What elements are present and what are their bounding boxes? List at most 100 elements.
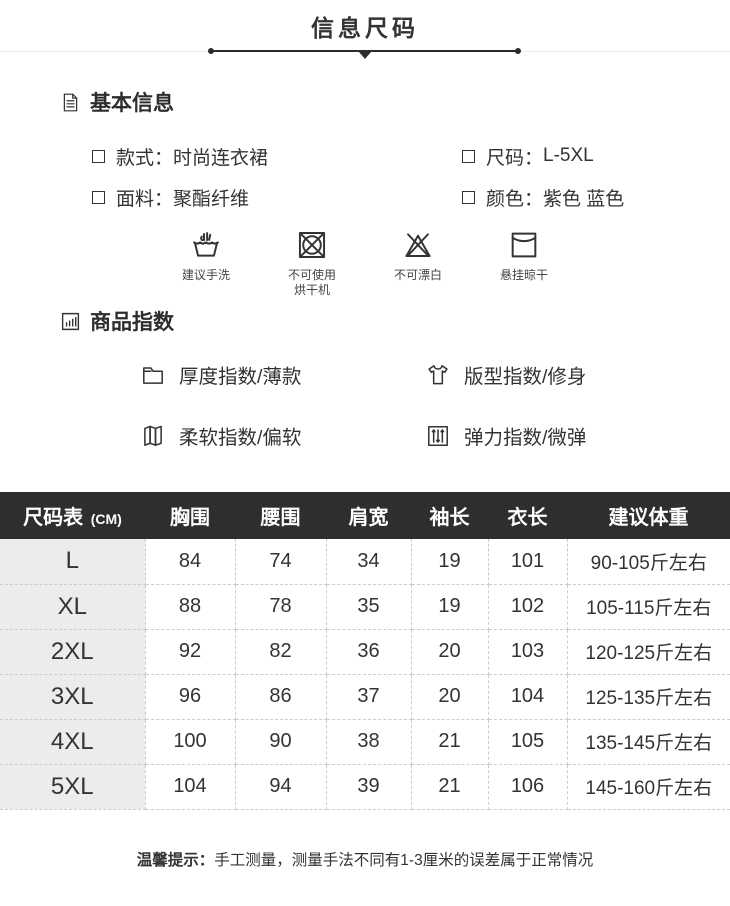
- sleeve-cell: 21: [411, 719, 489, 765]
- column-header-chest: 胸围: [145, 492, 235, 539]
- sleeve-cell: 20: [411, 674, 489, 720]
- title-section: 信息尺码: [0, 0, 730, 61]
- index-label: 版型指数/修身: [464, 366, 587, 388]
- info-label: 款式: [116, 147, 155, 169]
- info-item-size: 尺码： L-5XL: [365, 143, 594, 170]
- size-table-title-cell: 尺码表 (CM): [0, 492, 145, 539]
- document-icon: [60, 91, 81, 114]
- size-cell: 5XL: [0, 764, 146, 810]
- colon: ：: [154, 147, 174, 169]
- info-label: 颜色: [486, 188, 525, 210]
- care-item-hand-wash: 建议手洗: [161, 228, 251, 298]
- shoulder-cell: 36: [326, 629, 412, 675]
- stretch-icon: [425, 423, 451, 449]
- checkbox-icon: [92, 190, 105, 204]
- chest-cell: 88: [145, 584, 236, 630]
- table-row-5xl: 5XL 104 94 39 21 106 145-160斤左右: [0, 764, 730, 810]
- info-label: 面料: [116, 188, 155, 210]
- shoulder-cell: 35: [326, 584, 412, 630]
- waist-cell: 82: [235, 629, 327, 675]
- hand-wash-icon: [189, 228, 223, 262]
- column-header-length: 衣长: [488, 492, 567, 539]
- divider-arrow-down-icon: [359, 52, 371, 59]
- footer-note-text: 手工测量，测量手法不同有1-3厘米的误差属于正常情况: [214, 851, 594, 869]
- info-value: 聚酯纤维: [173, 188, 250, 210]
- chest-cell: 92: [145, 629, 236, 675]
- info-row-2: 面料：聚酯纤维 颜色：紫色 蓝色: [0, 184, 730, 210]
- waist-cell: 78: [235, 584, 327, 630]
- care-item-no-tumble-dry: 不可使用 烘干机: [267, 228, 357, 298]
- length-cell: 106: [488, 764, 568, 810]
- index-label: 厚度指数/薄款: [179, 366, 302, 388]
- size-cell: 2XL: [0, 629, 146, 675]
- colon: ：: [524, 147, 544, 169]
- footer-note-prefix: 温馨提示：: [136, 851, 215, 869]
- weight-cell: 135-145斤左右: [567, 719, 730, 765]
- info-value: 时尚连衣裙: [173, 147, 269, 169]
- info-row-1: 款式：时尚连衣裙 尺码： L-5XL: [0, 143, 730, 169]
- weight-cell: 120-125斤左右: [567, 629, 730, 675]
- care-label: 不可漂白: [393, 268, 442, 282]
- table-row-l: L 84 74 34 19 101 90-105斤左右: [0, 539, 730, 585]
- divider-dot-left: [208, 48, 214, 54]
- column-header-sleeve: 袖长: [411, 492, 488, 539]
- sleeve-cell: 20: [411, 629, 489, 675]
- page-title: 信息尺码: [311, 15, 419, 41]
- sleeve-cell: 19: [411, 584, 489, 630]
- info-label: 尺码: [486, 147, 525, 169]
- column-header-shoulder: 肩宽: [326, 492, 411, 539]
- checkbox-icon: [462, 190, 475, 204]
- colon: ：: [524, 188, 544, 210]
- checkbox-icon: [92, 149, 105, 163]
- index-row-2: 柔软指数/偏软 弹力指数/微弹: [0, 421, 730, 450]
- weight-cell: 145-160斤左右: [567, 764, 730, 810]
- care-label: 悬挂晾干: [499, 268, 548, 282]
- shoulder-cell: 38: [326, 719, 412, 765]
- bar-chart-icon: [60, 311, 81, 332]
- product-index-heading: 商品指数: [60, 306, 730, 336]
- waist-cell: 90: [235, 719, 327, 765]
- product-index-heading-label: 商品指数: [90, 311, 174, 334]
- size-table-title: 尺码表: [23, 507, 84, 529]
- no-bleach-icon: [401, 228, 435, 262]
- thickness-icon: [140, 362, 166, 388]
- size-cell: XL: [0, 584, 146, 630]
- length-cell: 104: [488, 674, 568, 720]
- divider-dark-line: [211, 50, 519, 52]
- softness-icon: [140, 423, 166, 449]
- length-cell: 101: [488, 539, 568, 585]
- divider-dot-right: [515, 48, 521, 54]
- basic-info-heading: 基本信息: [60, 87, 730, 117]
- column-header-waist: 腰围: [235, 492, 326, 539]
- index-item-thickness: 厚度指数/薄款: [0, 360, 365, 389]
- shoulder-cell: 39: [326, 764, 412, 810]
- index-item-stretch: 弹力指数/微弹: [365, 421, 586, 450]
- chest-cell: 96: [145, 674, 236, 720]
- no-tumble-dry-icon: [295, 228, 329, 262]
- info-item-color: 颜色：紫色 蓝色: [365, 184, 624, 211]
- index-label: 柔软指数/偏软: [179, 427, 302, 449]
- size-table-header-row: 尺码表 (CM) 胸围 腰围 肩宽 袖长 衣长 建议体重: [0, 492, 730, 539]
- index-item-fit: 版型指数/修身: [365, 360, 586, 389]
- column-header-weight: 建议体重: [567, 492, 730, 539]
- info-item-style: 款式：时尚连衣裙: [0, 143, 365, 170]
- care-item-hang-dry: 悬挂晾干: [479, 228, 569, 298]
- hang-dry-icon: [507, 228, 541, 262]
- table-row-4xl: 4XL 100 90 38 21 105 135-145斤左右: [0, 719, 730, 765]
- shoulder-cell: 37: [326, 674, 412, 720]
- size-cell: 3XL: [0, 674, 146, 720]
- info-value: 紫色 蓝色: [543, 188, 625, 210]
- colon: ：: [154, 188, 174, 210]
- chest-cell: 84: [145, 539, 236, 585]
- waist-cell: 94: [235, 764, 327, 810]
- waist-cell: 74: [235, 539, 327, 585]
- care-label: 建议手洗: [181, 268, 230, 282]
- basic-info-heading-label: 基本信息: [90, 92, 174, 115]
- footer-note: 温馨提示：手工测量，测量手法不同有1-3厘米的误差属于正常情况: [0, 848, 730, 870]
- sleeve-cell: 21: [411, 764, 489, 810]
- info-item-fabric: 面料：聚酯纤维: [0, 184, 365, 211]
- chest-cell: 104: [145, 764, 236, 810]
- care-instructions-row: 建议手洗 不可使用 烘干机 不可漂白: [0, 228, 730, 298]
- care-label: 不可使用 烘干机: [287, 268, 336, 297]
- size-table-unit: (CM): [90, 511, 122, 527]
